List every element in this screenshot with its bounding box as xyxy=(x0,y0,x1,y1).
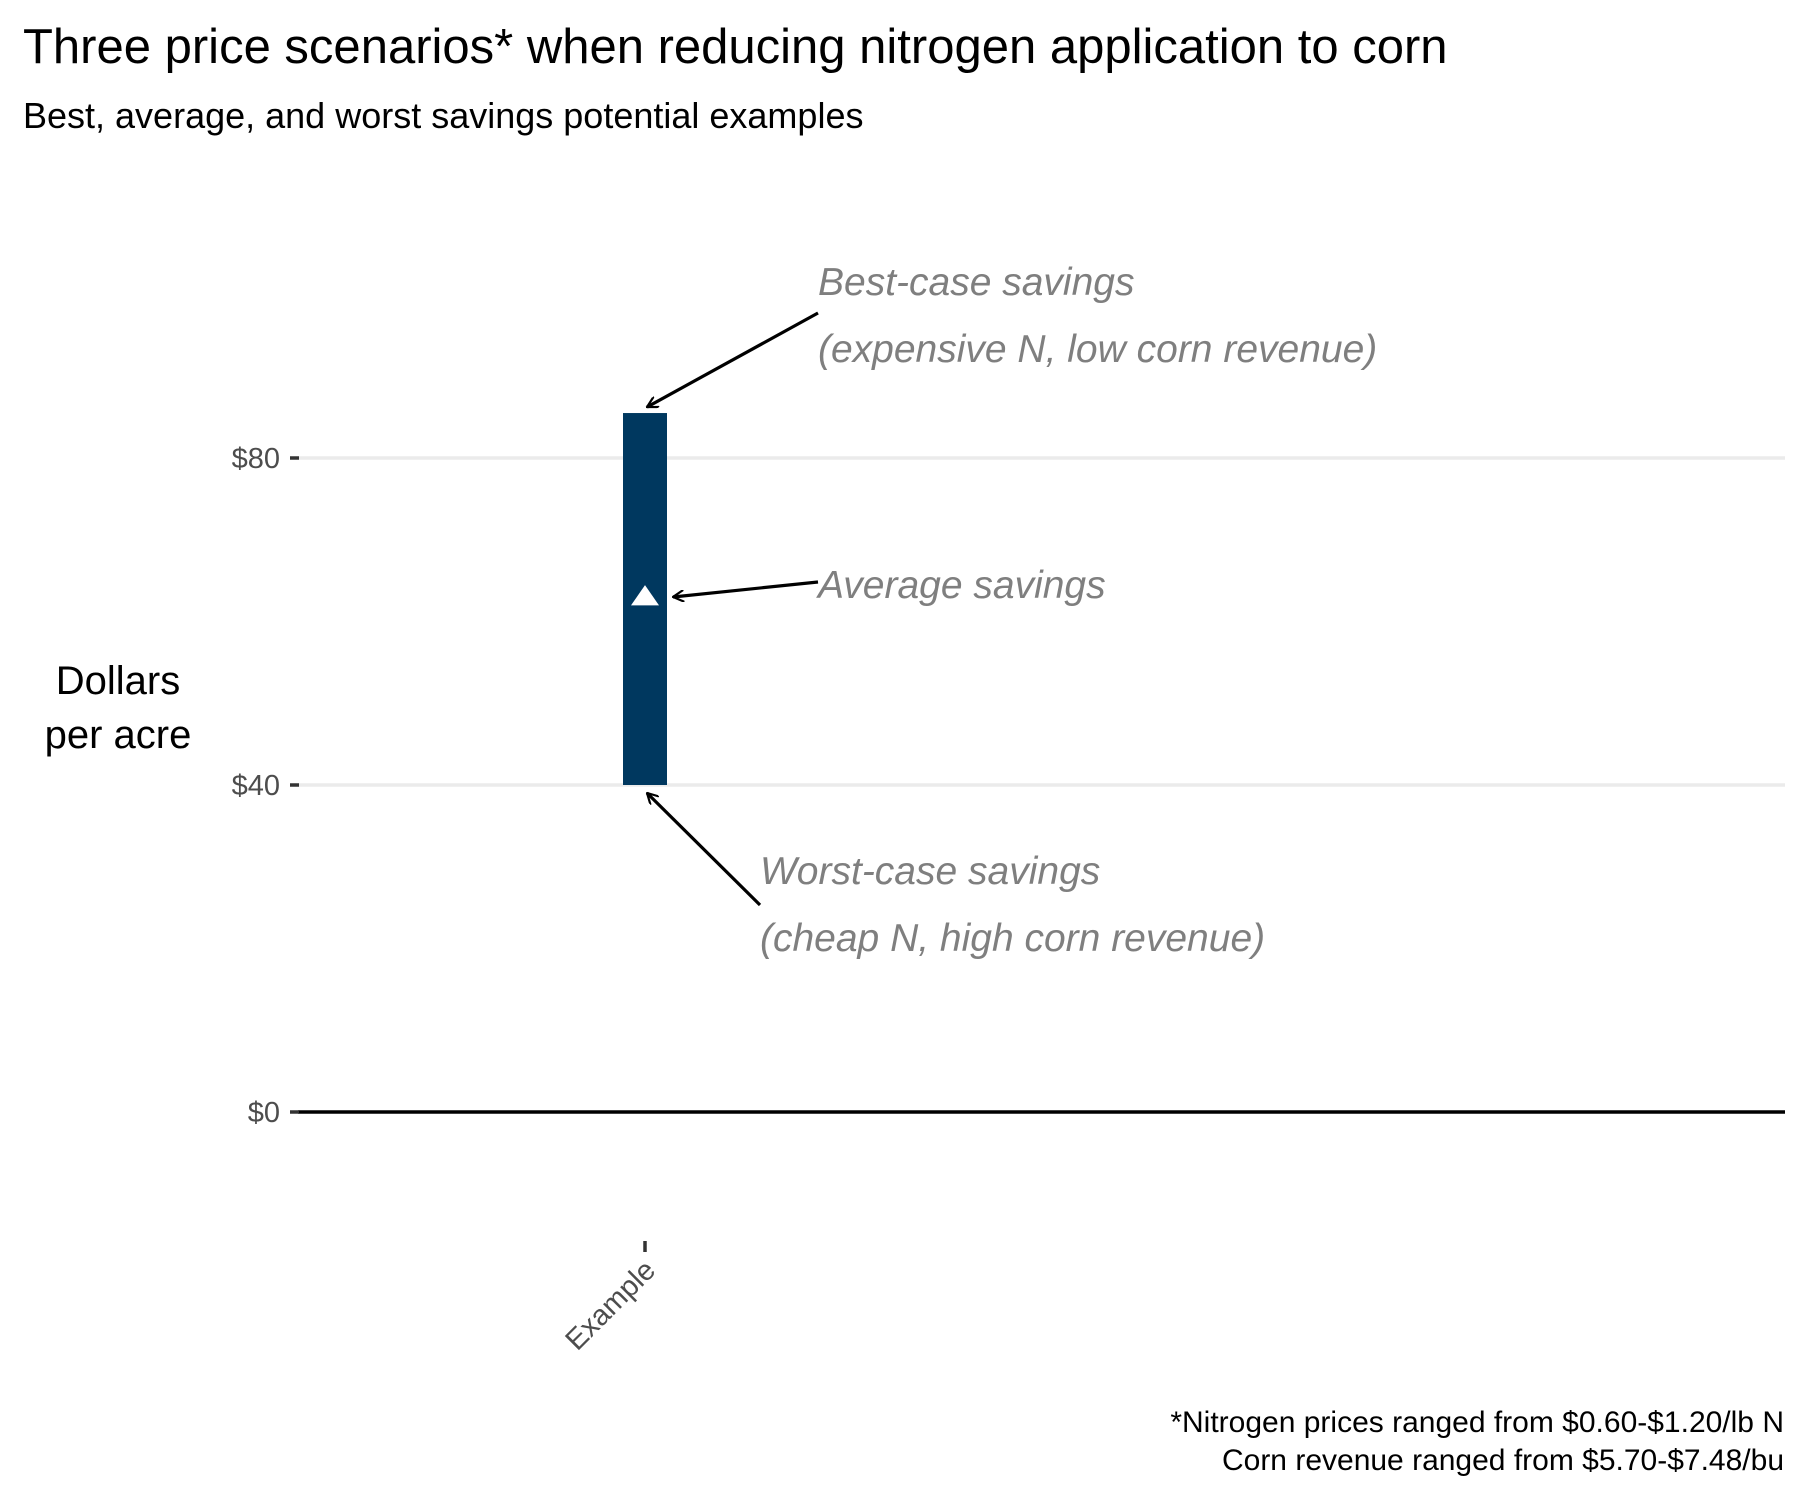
annotation-average-line-1: Average savings xyxy=(816,564,1106,607)
y-axis-label: Dollars per acre xyxy=(0,654,236,762)
annotation-best-line-1: Best-case savings xyxy=(818,261,1134,304)
chart-subtitle: Best, average, and worst savings potenti… xyxy=(23,95,864,136)
caption-line-1: *Nitrogen prices ranged from $0.60-$1.20… xyxy=(1170,1406,1784,1439)
annotation-worst-line-1: Worst-case savings xyxy=(760,850,1100,893)
annotation-best-line-2: (expensive N, low corn revenue) xyxy=(818,328,1377,371)
annotation-arrow-best xyxy=(647,311,819,409)
annotation-arrow-worst xyxy=(647,793,762,907)
y-tick-label-40: $40 xyxy=(232,770,280,802)
chart-caption: *Nitrogen prices ranged from $0.60-$1.20… xyxy=(1170,1404,1784,1480)
chart-title: Three price scenarios* when reducing nit… xyxy=(23,20,1448,74)
y-tick-label-80: $80 xyxy=(232,443,280,475)
annotation-worst-line-2: (cheap N, high corn revenue) xyxy=(760,917,1265,960)
y-tick-label-0: $0 xyxy=(248,1097,280,1129)
y-axis-label-line-1: Dollars xyxy=(55,659,181,703)
x-tick-label-0: Example xyxy=(560,1254,662,1356)
caption-line-2: Corn revenue ranged from $5.70-$7.48/bu xyxy=(1221,1444,1784,1477)
average-marker-0 xyxy=(631,585,659,606)
annotation-arrow-average xyxy=(673,580,819,597)
y-axis-label-line-2: per acre xyxy=(44,713,192,757)
